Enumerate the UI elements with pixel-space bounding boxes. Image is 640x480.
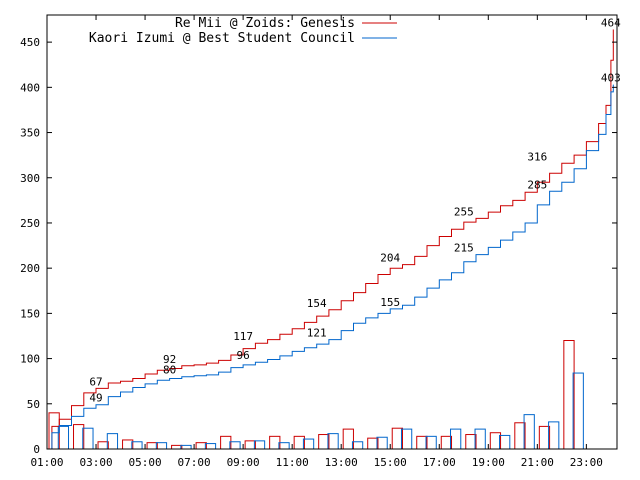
data-label-series-1: 464 xyxy=(601,16,621,29)
hourly-bars xyxy=(48,340,584,450)
legend-label-series-2: Kaori Izumi @ Best Student Council xyxy=(89,31,355,46)
data-label-series-2: 49 xyxy=(89,392,102,405)
hourly-bar-series-1 xyxy=(244,440,256,450)
hourly-bar-series-2 xyxy=(155,442,168,450)
y-tick-label: 400 xyxy=(20,81,40,94)
hourly-bar-series-2 xyxy=(302,438,315,450)
hourly-bar-series-1 xyxy=(269,435,281,450)
hourly-bar-series-2 xyxy=(499,434,511,450)
data-label-series-2: 96 xyxy=(237,349,250,362)
x-tick-label: 03:00 xyxy=(79,456,112,469)
hourly-bar-series-2 xyxy=(572,372,584,450)
y-tick-label: 450 xyxy=(20,36,40,49)
data-label-series-2: 215 xyxy=(454,242,474,255)
data-label-series-2: 121 xyxy=(307,327,327,340)
x-tick-label: 13:00 xyxy=(325,456,358,469)
x-tick-label: 21:00 xyxy=(521,456,554,469)
hourly-bar-series-1 xyxy=(122,439,134,450)
hourly-bar-series-2 xyxy=(82,427,94,450)
hourly-bar-series-1 xyxy=(514,422,526,450)
data-label-series-2: 80 xyxy=(163,364,176,377)
hourly-bar-series-2 xyxy=(131,441,143,450)
hourly-bar-series-2 xyxy=(204,443,217,450)
hourly-bar-series-2 xyxy=(253,440,266,450)
x-tick-label: 01:00 xyxy=(30,456,63,469)
hourly-bar-series-1 xyxy=(367,437,379,450)
hourly-bar-series-1 xyxy=(538,425,551,450)
hourly-bar-series-1 xyxy=(416,435,428,450)
data-label-series-1: 316 xyxy=(527,150,547,163)
hourly-bar-series-2 xyxy=(523,414,535,450)
cumulative-line-series-2 xyxy=(47,84,614,450)
hourly-bar-series-1 xyxy=(220,435,232,450)
data-label-series-1: 154 xyxy=(307,297,327,310)
hourly-bar-series-1 xyxy=(563,340,575,450)
data-label-series-2: 285 xyxy=(527,178,547,191)
hourly-bar-series-1 xyxy=(391,427,403,450)
hourly-bar-series-1 xyxy=(342,428,354,450)
hourly-bar-series-2 xyxy=(351,441,364,450)
hourly-bar-series-1 xyxy=(195,442,207,450)
cumulative-lines xyxy=(47,29,614,450)
hourly-bar-series-1 xyxy=(171,444,183,450)
hourly-bar-series-1 xyxy=(97,441,109,450)
data-labels: 67 92 117 154 204 255 316 464 49 80 96 121 155 215 285… xyxy=(89,16,621,404)
data-label-series-2: 403 xyxy=(601,72,621,85)
y-tick-label: 350 xyxy=(20,127,40,140)
x-tick-label: 23:00 xyxy=(570,456,603,469)
hourly-bar-series-1 xyxy=(318,434,330,450)
data-label-series-1: 204 xyxy=(380,252,400,265)
x-tick-label: 15:00 xyxy=(374,456,407,469)
y-tick-label: 250 xyxy=(20,217,40,230)
hourly-bar-series-2 xyxy=(474,428,486,450)
hourly-bar-series-2 xyxy=(229,441,241,450)
hourly-bar-series-1 xyxy=(465,434,477,450)
y-tick-label: 200 xyxy=(20,262,40,275)
hourly-bar-series-1 xyxy=(48,412,60,450)
hourly-bar-series-1 xyxy=(293,435,305,450)
data-label-series-1: 255 xyxy=(454,205,474,218)
y-tick-label: 300 xyxy=(20,172,40,185)
y-tick-label: 0 xyxy=(33,443,40,456)
hourly-bar-series-2 xyxy=(106,433,119,450)
hourly-bar-series-2 xyxy=(548,421,560,450)
y-axis: 0 50 100 150 200 250 300 350 400 450 xyxy=(20,36,617,456)
y-tick-label: 100 xyxy=(20,353,40,366)
y-tick-label: 150 xyxy=(20,307,40,320)
hourly-bar-series-1 xyxy=(146,442,158,450)
legend-label-series-1: Re Mii @ Zoids: Genesis xyxy=(175,16,355,31)
hourly-bar-series-2 xyxy=(180,444,192,450)
x-axis: 01:00 03:00 05:00 07:00 09:00 11:00 13:00 15:00… xyxy=(30,15,603,469)
hourly-bar-series-1 xyxy=(489,432,502,450)
hourly-bar-series-2 xyxy=(376,436,388,450)
data-label-series-1: 92 xyxy=(163,353,176,366)
data-label-series-1: 117 xyxy=(233,330,253,343)
y-tick-label: 50 xyxy=(27,398,40,411)
hourly-bar-series-2 xyxy=(425,435,437,450)
hourly-bar-series-1 xyxy=(440,435,453,450)
x-tick-label: 17:00 xyxy=(423,456,456,469)
legend: Re Mii @ Zoids: Genesis Kaori Izumi @ Be… xyxy=(89,16,397,46)
cumulative-line-series-1 xyxy=(47,29,614,450)
data-label-series-2: 155 xyxy=(380,296,400,309)
x-tick-label: 05:00 xyxy=(129,456,162,469)
hourly-bar-series-2 xyxy=(400,428,413,450)
x-tick-label: 11:00 xyxy=(276,456,309,469)
x-tick-label: 07:00 xyxy=(178,456,211,469)
x-tick-label: 09:00 xyxy=(227,456,260,469)
plot-frame xyxy=(46,14,618,450)
hourly-bar-series-2 xyxy=(278,442,290,450)
x-tick-label: 19:00 xyxy=(472,456,505,469)
data-label-series-1: 67 xyxy=(89,375,102,388)
hourly-bar-series-1 xyxy=(73,424,85,450)
hourly-bar-series-2 xyxy=(450,428,462,450)
hourly-bar-series-2 xyxy=(327,433,339,450)
